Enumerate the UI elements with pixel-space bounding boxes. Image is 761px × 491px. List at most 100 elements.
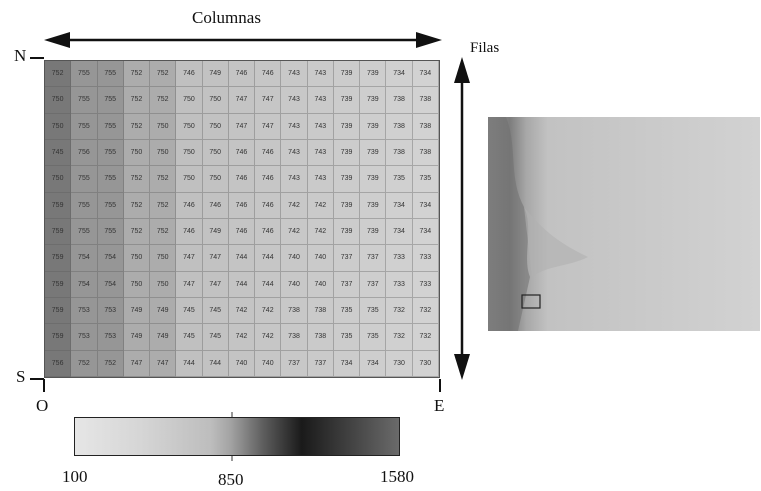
grid-cell: 734 xyxy=(386,61,413,88)
grid-cell: 737 xyxy=(360,245,387,272)
grid-cell: 750 xyxy=(45,166,72,193)
grid-cell: 752 xyxy=(97,350,124,377)
grid-cell: 752 xyxy=(123,113,151,140)
grid-cell: 750 xyxy=(176,113,203,140)
grid-cell: 755 xyxy=(97,61,124,88)
light-slope xyxy=(524,207,588,277)
grid-cell: 733 xyxy=(386,245,413,272)
grid-cell: 749 xyxy=(123,298,151,325)
grid-cell: 740 xyxy=(281,271,308,298)
grid-cell: 746 xyxy=(255,192,282,219)
grid-cell: 750 xyxy=(45,87,72,114)
grid-cell: 749 xyxy=(202,219,229,246)
grid-cell: 759 xyxy=(45,298,72,325)
grid-cell: 750 xyxy=(150,271,177,298)
grid-cell: 740 xyxy=(255,350,282,377)
grid-cell: 733 xyxy=(412,245,439,272)
grid-cell: 730 xyxy=(412,350,439,377)
grid-cell: 745 xyxy=(202,298,229,325)
grid-cell: 743 xyxy=(281,61,308,88)
grid-cell: 739 xyxy=(333,166,361,193)
grid-cell: 734 xyxy=(412,219,439,246)
grid-cell: 746 xyxy=(255,140,282,167)
grid-cell: 747 xyxy=(228,113,256,140)
grid-cell: 749 xyxy=(202,61,229,88)
grid-cell: 744 xyxy=(228,271,256,298)
grid-cell: 742 xyxy=(255,298,282,325)
grid-cell: 742 xyxy=(281,219,308,246)
grid-cell: 742 xyxy=(281,192,308,219)
grid-cell: 755 xyxy=(97,140,124,167)
grid-cell: 747 xyxy=(202,245,229,272)
rows-arrow-top-head xyxy=(454,57,470,83)
grid-cell: 737 xyxy=(333,245,361,272)
grid-cell: 755 xyxy=(97,113,124,140)
grid-cell: 747 xyxy=(202,271,229,298)
grid-cell: 746 xyxy=(176,192,203,219)
grid-cell: 739 xyxy=(333,192,361,219)
grid-cell: 739 xyxy=(360,219,387,246)
grid-cell: 739 xyxy=(333,219,361,246)
grid-cell: 745 xyxy=(45,140,72,167)
grid-cell: 755 xyxy=(71,219,98,246)
grid-cell: 739 xyxy=(333,87,361,114)
grid-cell: 753 xyxy=(71,298,98,325)
grid-cell: 750 xyxy=(202,166,229,193)
rows-label: Filas xyxy=(470,40,500,56)
grid-cell: 743 xyxy=(307,113,334,140)
grid-cell: 754 xyxy=(71,245,98,272)
grid-cell: 742 xyxy=(255,324,282,351)
south-label: S xyxy=(16,367,26,386)
grid-cell: 737 xyxy=(307,350,334,377)
colorbar xyxy=(74,417,400,456)
grid-cell: 733 xyxy=(386,271,413,298)
grid-cell: 735 xyxy=(360,324,387,351)
grid-cell: 739 xyxy=(360,87,387,114)
grid-cell: 753 xyxy=(71,324,98,351)
grid-cell: 745 xyxy=(202,324,229,351)
grid-cell: 750 xyxy=(176,140,203,167)
grid-cell: 755 xyxy=(97,87,124,114)
grid-cell: 747 xyxy=(123,350,151,377)
grid-cell: 752 xyxy=(150,219,177,246)
grid-cell: 738 xyxy=(412,87,439,114)
columns-label: Columnas xyxy=(192,8,261,27)
grid-cell: 738 xyxy=(386,87,413,114)
grid-cell: 755 xyxy=(71,192,98,219)
grid-cell: 740 xyxy=(307,271,334,298)
study-area-box xyxy=(521,294,541,309)
grid-cell: 755 xyxy=(97,166,124,193)
grid-cell: 746 xyxy=(228,192,256,219)
grid-cell: 756 xyxy=(45,350,72,377)
grid-cell: 747 xyxy=(176,271,203,298)
grid-cell: 739 xyxy=(360,192,387,219)
grid-cell: 750 xyxy=(123,245,151,272)
dark-ridge xyxy=(488,117,530,331)
grid-cell: 759 xyxy=(45,192,72,219)
grid-cell: 752 xyxy=(71,350,98,377)
grid-cell: 752 xyxy=(123,61,151,88)
grid-cell: 743 xyxy=(281,113,308,140)
grid-cell: 735 xyxy=(386,166,413,193)
grid-cell: 750 xyxy=(45,113,72,140)
grid-cell: 752 xyxy=(150,192,177,219)
grid-cell: 735 xyxy=(333,298,361,325)
grid-cell: 739 xyxy=(360,140,387,167)
grid-cell: 750 xyxy=(150,140,177,167)
grid-cell: 737 xyxy=(281,350,308,377)
grid-cell: 746 xyxy=(228,166,256,193)
grid-cell: 746 xyxy=(176,219,203,246)
grid-cell: 755 xyxy=(71,61,98,88)
grid-cell: 739 xyxy=(333,140,361,167)
grid-cell: 755 xyxy=(97,192,124,219)
grid-cell: 739 xyxy=(360,113,387,140)
grid-cell: 752 xyxy=(123,192,151,219)
grid-cell: 746 xyxy=(255,166,282,193)
grid-cell: 752 xyxy=(123,219,151,246)
grid-cell: 743 xyxy=(281,166,308,193)
grid-cell: 754 xyxy=(97,271,124,298)
grid-cell: 752 xyxy=(123,166,151,193)
grid-cell: 732 xyxy=(412,324,439,351)
grid-cell: 742 xyxy=(307,219,334,246)
